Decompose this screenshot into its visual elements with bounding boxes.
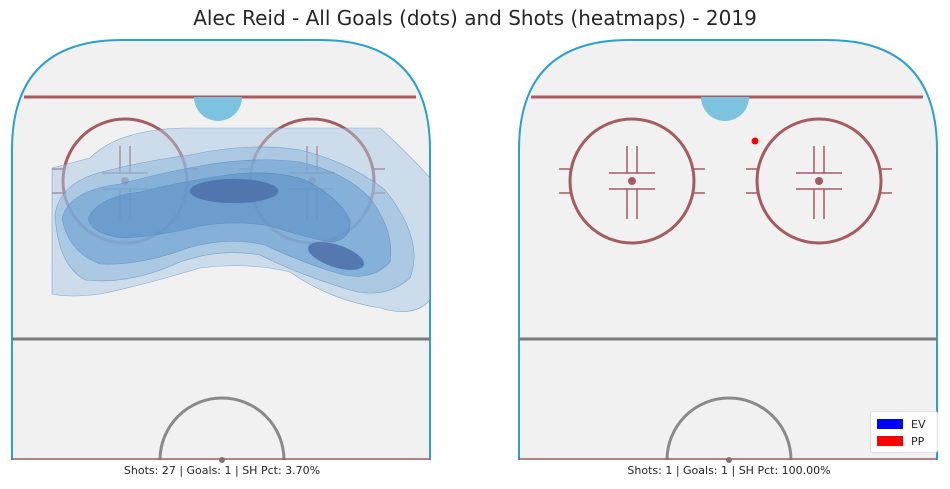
chart-title: Alec Reid - All Goals (dots) and Shots (…: [193, 6, 757, 30]
center-circle: [665, 396, 793, 461]
goal-crease: [701, 97, 749, 121]
ice-surface: [519, 40, 937, 460]
legend-swatch-ev: [877, 419, 903, 429]
rink-surface: [518, 39, 938, 463]
legend-swatch-pp: [877, 436, 903, 446]
legend-label-ev: EV: [911, 417, 926, 431]
boards: [518, 39, 938, 460]
shot-summary-right: Shots: 1 | Goals: 1 | SH Pct: 100.00%: [627, 464, 831, 477]
legend-label-pp: PP: [911, 434, 925, 448]
goal-marker-pp: [751, 137, 759, 145]
goal-crease: [194, 97, 242, 121]
center-dot: [726, 457, 732, 463]
legend-item-ev: EV: [877, 417, 925, 431]
boards: [11, 39, 431, 460]
rink-panel-left: [11, 39, 431, 463]
legend-item-pp: PP: [877, 434, 924, 448]
center-dot: [219, 457, 225, 463]
shot-heatmap: [51, 127, 431, 312]
legend: EV PP: [870, 411, 938, 453]
heat-level-4: [87, 172, 351, 243]
heat-peak-1: [189, 178, 279, 204]
faceoff-circle-right: [746, 117, 892, 245]
heat-peak-2: [307, 241, 365, 271]
faceoff-circle-left: [559, 117, 705, 245]
shot-summary-left: Shots: 27 | Goals: 1 | SH Pct: 3.70%: [123, 464, 321, 477]
center-circle: [158, 396, 286, 461]
rink-panel-right: [518, 39, 938, 463]
